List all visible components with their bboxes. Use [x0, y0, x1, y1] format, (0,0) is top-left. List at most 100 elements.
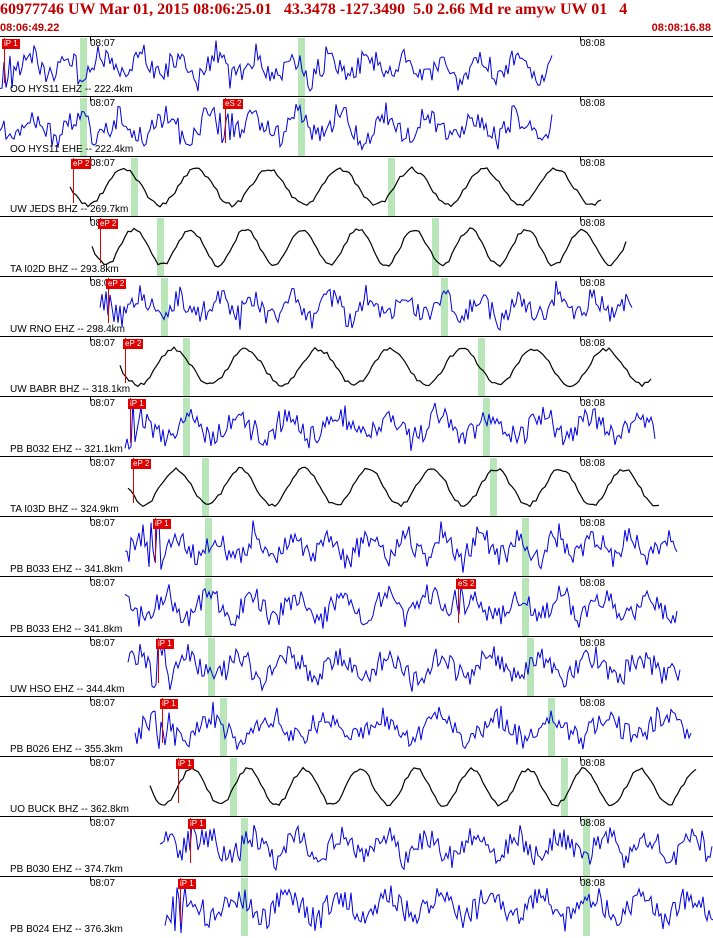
station-label: TA I02D BHZ -- 293.8km — [10, 264, 119, 275]
trace-line — [0, 102, 553, 152]
waveform — [124, 520, 678, 573]
time-tick — [580, 97, 581, 101]
pick-label[interactable]: iP 1 — [188, 819, 206, 829]
trace-row[interactable]: 08:07 08:08 eS 2 OO HYS11 EHE -- 222.4km — [0, 96, 713, 156]
time-mark-label: 08:08 — [580, 638, 606, 649]
pick-label[interactable]: iP 1 — [153, 519, 171, 529]
time-tick — [90, 757, 91, 761]
station-label: PB B033 EH2 -- 341.8km — [10, 624, 123, 635]
trace-row[interactable]: 08:07 08:08 eP 2 UW BABR BHZ -- 318.1km — [0, 336, 713, 396]
time-tick — [580, 397, 581, 401]
pick-line — [180, 878, 181, 923]
time-mark-label: 08:07 — [90, 758, 116, 769]
station-label: OO HYS11 EHZ -- 222.4km — [10, 84, 133, 95]
time-tick — [580, 577, 581, 581]
pick-label[interactable]: eP 2 — [71, 159, 92, 169]
station-label: PB B026 EHZ -- 355.3km — [10, 744, 123, 755]
pick-label[interactable]: eP 2 — [98, 219, 119, 229]
trace-line — [119, 346, 652, 388]
time-tick — [90, 97, 91, 101]
time-mark-label: 08:08 — [580, 98, 606, 109]
trace-row[interactable]: 08:07 08:08 eP 2 UW RNO EHZ -- 298.4km — [0, 276, 713, 336]
time-mark-label: 08:08 — [580, 758, 606, 769]
station-label: PB B033 EHZ -- 341.8km — [10, 564, 123, 575]
window-marker — [490, 458, 497, 516]
pick-label[interactable]: iP 1 — [128, 399, 146, 409]
time-mark-label: 08:08 — [580, 518, 606, 529]
time-tick — [580, 457, 581, 461]
time-mark-label: 08:08 — [580, 458, 606, 469]
trace-line — [134, 701, 692, 750]
time-tick — [90, 517, 91, 521]
pick-label[interactable]: eP 2 — [131, 459, 152, 469]
pick-label[interactable]: iP 1 — [178, 879, 196, 889]
window-marker — [157, 218, 164, 276]
time-mark-label: 08:07 — [90, 98, 116, 109]
pick-line — [225, 98, 226, 143]
time-tick — [90, 577, 91, 581]
trace-row[interactable]: 08:07 08:08 iP 1 PB B026 EHZ -- 355.3km — [0, 696, 713, 756]
time-mark-label: 08:07 — [90, 638, 116, 649]
trace-row[interactable]: 08:07 08:08 eP 2 TA I03D BHZ -- 324.9km — [0, 456, 713, 516]
trace-row[interactable]: 08:07 08:08 iP 1 PB B033 EHZ -- 341.8km — [0, 516, 713, 576]
time-mark-label: 08:08 — [580, 38, 606, 49]
window-marker — [131, 158, 138, 216]
pick-label[interactable]: iP 1 — [156, 639, 174, 649]
pick-label[interactable]: iP 1 — [160, 699, 178, 709]
time-mark-label: 08:08 — [580, 218, 606, 229]
station-label: PB B032 EHZ -- 321.1km — [10, 444, 123, 455]
pick-label[interactable]: iP 1 — [2, 39, 20, 49]
window-marker — [241, 818, 248, 876]
window-marker — [527, 638, 534, 696]
waveform — [127, 642, 681, 692]
window-marker — [161, 278, 168, 336]
trace-row[interactable]: 08:07 08:08 iP 1 PB B024 EHZ -- 376.3km — [0, 876, 713, 936]
waveform — [91, 227, 627, 268]
waveform — [69, 166, 602, 208]
pick-line — [125, 338, 126, 383]
time-mark-label: 08:08 — [580, 878, 606, 889]
station-label: UW BABR BHZ -- 318.1km — [10, 384, 131, 395]
waveform — [0, 102, 553, 152]
trace-panel[interactable]: 08:07 08:08 iP 1 OO HYS11 EHZ -- 222.4km 08:… — [0, 36, 713, 938]
waveform — [159, 823, 713, 872]
pick-label[interactable]: iP 1 — [176, 759, 194, 769]
window-marker — [583, 878, 590, 936]
pick-label[interactable]: eP 2 — [106, 279, 127, 289]
station-label: UW HSO EHZ -- 344.4km — [10, 684, 125, 695]
time-tick — [580, 217, 581, 221]
time-tick — [90, 277, 91, 281]
trace-row[interactable]: 08:07 08:08 iP 1 OO HYS11 EHZ -- 222.4km — [0, 36, 713, 96]
window-marker — [441, 278, 448, 336]
time-tick — [90, 37, 91, 41]
pick-label[interactable]: eS 2 — [456, 579, 477, 589]
time-tick — [90, 337, 91, 341]
trace-row[interactable]: 08:07 08:08 iP 1 PB B032 EHZ -- 321.1km — [0, 396, 713, 456]
time-mark-label: 08:08 — [580, 278, 606, 289]
time-mark-label: 08:07 — [90, 338, 116, 349]
trace-line — [69, 166, 602, 208]
window-marker — [183, 338, 190, 396]
window-marker — [205, 578, 212, 636]
time-tick — [90, 457, 91, 461]
trace-row[interactable]: 08:07 08:08 iP 1 UO BUCK BHZ -- 362.8km — [0, 756, 713, 816]
trace-row[interactable]: 08:07 08:08 eS 2 PB B033 EH2 -- 341.8km — [0, 576, 713, 636]
pick-line — [130, 398, 131, 443]
time-mark-label: 08:07 — [90, 458, 116, 469]
window-marker — [202, 458, 209, 516]
time-tick — [580, 637, 581, 641]
waveform — [124, 400, 656, 451]
pick-label[interactable]: eP 2 — [123, 339, 144, 349]
pick-label[interactable]: eS 2 — [223, 99, 244, 109]
time-mark-label: 08:07 — [90, 38, 116, 49]
window-marker — [522, 578, 529, 636]
trace-row[interactable]: 08:07 08:08 eP 2 UW JEDS BHZ -- 269.7km — [0, 156, 713, 216]
trace-row[interactable]: 08:07 08:08 iP 1 UW HSO EHZ -- 344.4km — [0, 636, 713, 696]
waveform — [149, 766, 697, 807]
trace-line — [124, 584, 678, 629]
trace-row[interactable]: 08:07 08:08 iP 1 PB B030 EHZ -- 374.7km — [0, 816, 713, 876]
trace-line — [149, 766, 697, 807]
pick-line — [158, 638, 159, 683]
waveform — [99, 280, 633, 332]
